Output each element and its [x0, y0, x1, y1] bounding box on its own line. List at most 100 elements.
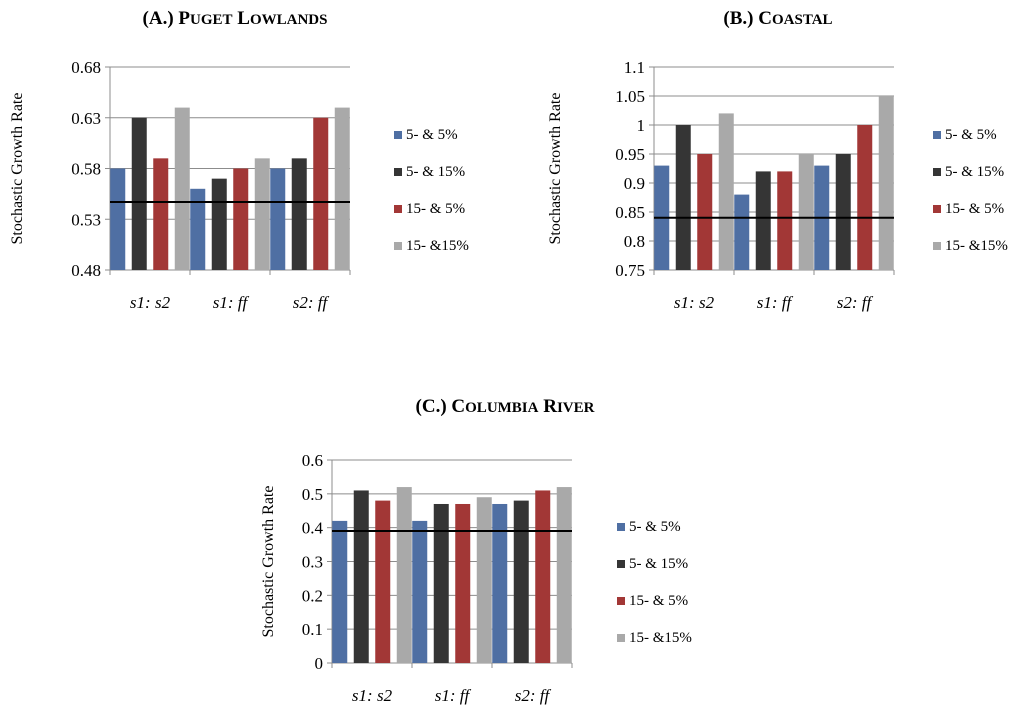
bar-5-5--s1-s2 — [110, 168, 126, 270]
category-label: s1: ff — [213, 293, 250, 312]
y-tick-label: 0.2 — [302, 586, 323, 605]
legend-label: 15- &15% — [406, 238, 469, 254]
bar-5-5--s1-ff — [190, 188, 206, 270]
bar-5-15--s1-s2 — [675, 125, 691, 270]
bar-15-15--s1-ff — [798, 154, 814, 270]
bar-15-15--s1-ff — [254, 158, 270, 270]
bar-15-5--s1-ff — [233, 168, 249, 270]
bar-5-5--s2-ff — [270, 168, 286, 270]
chart-title-prefix: (B.) — [723, 8, 753, 29]
y-tick-label: 0 — [315, 654, 324, 673]
y-tick-label: 0.5 — [302, 485, 323, 504]
category-label: s1: ff — [757, 293, 794, 312]
legend-label: 5- & 15% — [945, 164, 1004, 180]
bar-15-15--s1-s2 — [174, 107, 190, 270]
bar-15-5--s1-ff — [455, 503, 471, 663]
y-tick-label: 0.48 — [71, 261, 101, 280]
bar-5-5--s2-ff — [492, 503, 508, 663]
legend-swatch — [617, 597, 625, 605]
y-tick-label: 0.9 — [624, 174, 645, 193]
category-label: s1: s2 — [130, 293, 171, 312]
chart-title-prefix: (A.) — [143, 8, 174, 29]
category-label: s2: ff — [293, 293, 330, 312]
chart-panel-1: (A.) PUGET LOWLANDS 0.48 0.53 0.58 0.63 0.68 S… — [9, 8, 469, 312]
legend-label: 15- &15% — [945, 238, 1008, 254]
legend-swatch — [394, 131, 402, 139]
legend-label: 15- &15% — [629, 630, 692, 646]
bar-5-15--s1-s2 — [131, 117, 147, 270]
legend-swatch — [617, 523, 625, 531]
legend-label: 5- & 15% — [629, 556, 688, 572]
legend-swatch — [933, 168, 941, 176]
bar-15-15--s2-ff — [334, 107, 350, 270]
bar-15-5--s1-ff — [777, 171, 793, 270]
legend-swatch — [394, 242, 402, 250]
y-tick-label: 1.1 — [624, 58, 645, 77]
chart-title-word-rest: OASTAL — [772, 12, 833, 28]
bar-5-15--s2-ff — [291, 158, 307, 270]
bar-15-5--s2-ff — [313, 117, 329, 270]
y-axis-label: Stochastic Growth Rate — [547, 93, 564, 245]
bar-5-15--s1-ff — [211, 178, 227, 270]
bar-15-15--s1-ff — [476, 497, 492, 663]
y-tick-label: 0.1 — [302, 620, 323, 639]
y-tick-label: 0.58 — [71, 160, 101, 179]
chart-title-word: L — [237, 8, 250, 29]
y-tick-label: 0.85 — [615, 203, 645, 222]
chart-title-word-rest: OWLANDS — [250, 12, 328, 28]
bar-15-5--s1-s2 — [375, 500, 391, 663]
chart-title-word-rest: OLUMBIA — [465, 400, 539, 416]
legend-label: 5- & 5% — [629, 519, 681, 535]
category-label: s1: s2 — [352, 686, 393, 705]
y-tick-label: 0.6 — [302, 451, 323, 470]
chart-title-prefix: (C.) — [416, 396, 447, 417]
bar-15-5--s1-s2 — [153, 158, 169, 270]
bar-15-15--s1-s2 — [718, 113, 734, 271]
chart-title-word: P — [178, 8, 190, 29]
bar-15-5--s1-s2 — [697, 154, 713, 270]
y-tick-label: 1.05 — [615, 87, 645, 106]
chart-title-word-rest: UGET — [190, 12, 233, 28]
legend-label: 5- & 5% — [406, 127, 458, 143]
bar-5-15--s1-ff — [755, 171, 771, 270]
legend-label: 15- & 5% — [629, 593, 688, 609]
chart-title-word: C — [758, 8, 772, 29]
category-label: s2: ff — [515, 686, 552, 705]
bar-15-15--s1-s2 — [396, 487, 412, 663]
bar-15-15--s2-ff — [878, 96, 894, 270]
y-tick-label: 1 — [637, 116, 646, 135]
bar-5-15--s2-ff — [513, 500, 529, 663]
y-tick-label: 0.53 — [71, 210, 101, 229]
chart-title: (C.) COLUMBIA RIVER — [416, 396, 595, 417]
chart-panel-2: (B.) COASTAL 0.75 0.8 0.85 0.9 0.95 1 1.05 1.1 St… — [547, 8, 1008, 312]
category-label: s2: ff — [837, 293, 874, 312]
chart-title: (A.) PUGET LOWLANDS — [143, 8, 328, 29]
legend-swatch — [394, 168, 402, 176]
y-tick-label: 0.75 — [615, 261, 645, 280]
y-tick-label: 0.8 — [624, 232, 645, 251]
bar-5-5--s1-s2 — [332, 520, 348, 663]
legend-swatch — [933, 205, 941, 213]
category-label: s1: s2 — [674, 293, 715, 312]
legend-label: 15- & 5% — [406, 201, 465, 217]
chart-title-word: R — [543, 396, 557, 417]
bar-5-5--s1-ff — [412, 520, 428, 663]
bar-5-15--s1-ff — [433, 503, 449, 663]
chart-title-word-rest: IVER — [557, 400, 595, 416]
y-tick-label: 0.3 — [302, 553, 323, 572]
legend-swatch — [617, 560, 625, 568]
chart-title-word: C — [451, 396, 465, 417]
y-tick-label: 0.68 — [71, 58, 101, 77]
bar-15-15--s2-ff — [556, 487, 572, 663]
legend-swatch — [617, 634, 625, 642]
legend-label: 5- & 5% — [945, 127, 997, 143]
bar-15-5--s2-ff — [857, 125, 873, 270]
y-tick-label: 0.4 — [302, 519, 324, 538]
legend-swatch — [933, 131, 941, 139]
legend-label: 5- & 15% — [406, 164, 465, 180]
y-axis-label: Stochastic Growth Rate — [260, 486, 277, 638]
legend-label: 15- & 5% — [945, 201, 1004, 217]
legend-swatch — [394, 205, 402, 213]
chart-panel-3: (C.) COLUMBIA RIVER 0 0.1 0.2 0.3 0.4 0.5 0.6 St… — [260, 396, 692, 705]
